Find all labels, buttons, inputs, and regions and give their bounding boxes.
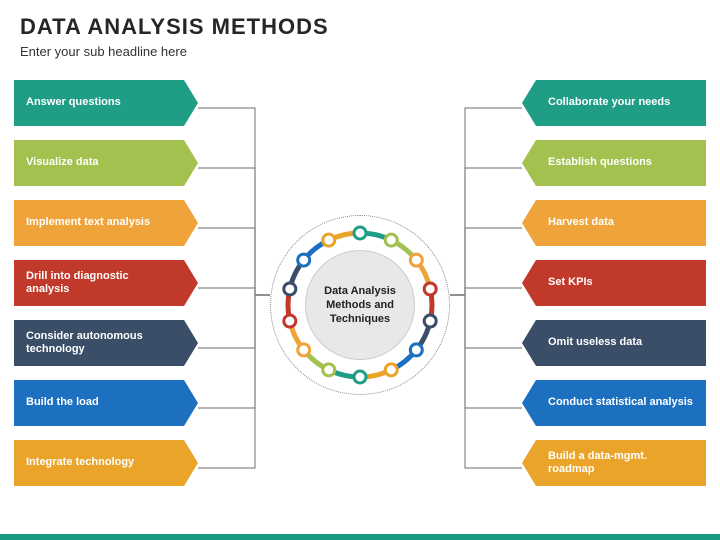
list-item: Establish questions [536,140,706,186]
list-item-label: Build the load [26,396,99,409]
arrow-icon [184,260,198,306]
list-item-label: Consider autonomous technology [26,330,172,356]
arrow-icon [184,140,198,186]
list-item: Build a data-mgmt. roadmap [536,440,706,486]
arrow-icon [522,440,536,486]
arrow-icon [522,380,536,426]
arrow-icon [522,260,536,306]
page-subtitle: Enter your sub headline here [20,44,700,59]
arrow-icon [184,440,198,486]
list-item: Answer questions [14,80,184,126]
list-item-label: Build a data-mgmt. roadmap [548,450,694,476]
page-title: DATA ANALYSIS METHODS [20,14,700,40]
list-item-label: Conduct statistical analysis [548,396,693,409]
list-item-label: Implement text analysis [26,216,150,229]
list-item: Omit useless data [536,320,706,366]
center-circle: Data Analysis Methods and Techniques [305,250,415,360]
list-item: Implement text analysis [14,200,184,246]
footer-accent [0,534,720,540]
list-item: Harvest data [536,200,706,246]
arrow-icon [184,320,198,366]
arrow-icon [522,320,536,366]
diagram: Answer questions Visualize data Implement … [0,80,720,530]
header: DATA ANALYSIS METHODS Enter your sub hea… [0,0,720,63]
list-item-label: Integrate technology [26,456,134,469]
list-item: Drill into diagnostic analysis [14,260,184,306]
arrow-icon [522,80,536,126]
arrow-icon [184,380,198,426]
arrow-icon [184,200,198,246]
list-item: Visualize data [14,140,184,186]
list-item-label: Establish questions [548,156,652,169]
list-item-label: Collaborate your needs [548,96,670,109]
center-hub: Data Analysis Methods and Techniques [270,215,450,395]
left-column: Answer questions Visualize data Implement … [14,80,184,486]
arrow-icon [522,140,536,186]
list-item: Build the load [14,380,184,426]
right-column: Collaborate your needs Establish question… [536,80,706,486]
list-item-label: Harvest data [548,216,614,229]
arrow-icon [184,80,198,126]
arrow-icon [522,200,536,246]
center-text: Data Analysis Methods and Techniques [314,284,406,327]
list-item: Set KPIs [536,260,706,306]
list-item-label: Drill into diagnostic analysis [26,270,172,296]
list-item: Conduct statistical analysis [536,380,706,426]
list-item-label: Omit useless data [548,336,642,349]
list-item: Integrate technology [14,440,184,486]
list-item-label: Visualize data [26,156,99,169]
list-item-label: Answer questions [26,96,121,109]
list-item-label: Set KPIs [548,276,593,289]
list-item: Consider autonomous technology [14,320,184,366]
list-item: Collaborate your needs [536,80,706,126]
